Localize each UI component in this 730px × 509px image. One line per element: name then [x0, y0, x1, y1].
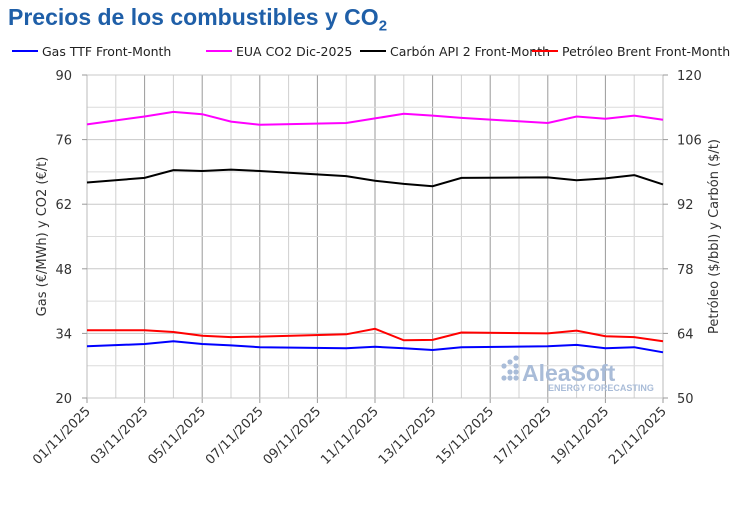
watermark-logo-dot: [513, 369, 519, 375]
y2-tick-label: 106: [677, 134, 702, 149]
series-line-2: [86, 168, 664, 188]
y2-tick-label: 92: [677, 198, 694, 213]
watermark-logo-dot: [513, 363, 519, 369]
title-text: Precios de los combustibles y CO: [8, 4, 379, 30]
watermark-brand: AleaSoft: [522, 360, 616, 386]
y2-tick-label: 78: [677, 263, 694, 278]
watermark-logo-dot: [513, 375, 519, 381]
y-tick-label: 90: [55, 69, 72, 84]
x-tick-label: 07/11/2025: [203, 404, 267, 468]
x-tick-label: 03/11/2025: [88, 404, 152, 468]
title-subscript: 2: [378, 17, 388, 35]
watermark-logo-dot: [507, 375, 513, 381]
y-tick-label: 48: [55, 263, 72, 278]
watermark-logo-dot: [507, 369, 513, 375]
watermark-logo-dot: [501, 363, 507, 369]
watermark-logo-dot: [513, 355, 519, 361]
y2-tick-label: 120: [677, 69, 702, 84]
y-tick-label: 20: [55, 392, 72, 407]
watermark-tagline: ENERGY FORECASTING: [548, 383, 654, 393]
x-tick-label: 05/11/2025: [145, 404, 209, 468]
x-tick-label: 11/11/2025: [318, 404, 382, 468]
x-tick-label: 09/11/2025: [261, 404, 325, 468]
y-tick-label: 34: [55, 327, 72, 342]
x-tick-label: 01/11/2025: [30, 404, 94, 468]
x-tick-label: 15/11/2025: [433, 404, 497, 468]
watermark-logo-dot: [501, 375, 507, 381]
legend-label: Petróleo Brent Front-Month: [562, 44, 730, 59]
series-line-0: [86, 340, 664, 354]
y2-tick-label: 64: [677, 327, 694, 342]
legend-label: EUA CO2 Dic-2025: [236, 44, 352, 59]
series-line-1: [86, 110, 664, 126]
legend-label: Carbón API 2 Front-Month: [390, 44, 550, 59]
watermark-logo-dot: [507, 359, 513, 365]
chart-title: Precios de los combustibles y CO2: [8, 4, 387, 35]
x-tick-label: 21/11/2025: [606, 404, 670, 468]
y2-axis-label: Petróleo ($/bbl) y Carbón ($/t): [707, 139, 722, 334]
legend-label: Gas TTF Front-Month: [42, 44, 171, 59]
x-tick-label: 17/11/2025: [491, 404, 555, 468]
y-axis-label: Gas (€/MWh) y CO2 (€/t): [35, 157, 50, 317]
x-tick-label: 19/11/2025: [549, 404, 613, 468]
x-tick-label: 13/11/2025: [376, 404, 440, 468]
y-tick-label: 62: [55, 198, 72, 213]
y-tick-label: 76: [55, 134, 72, 149]
series-line-3: [87, 327, 664, 343]
y2-tick-label: 50: [677, 392, 694, 407]
